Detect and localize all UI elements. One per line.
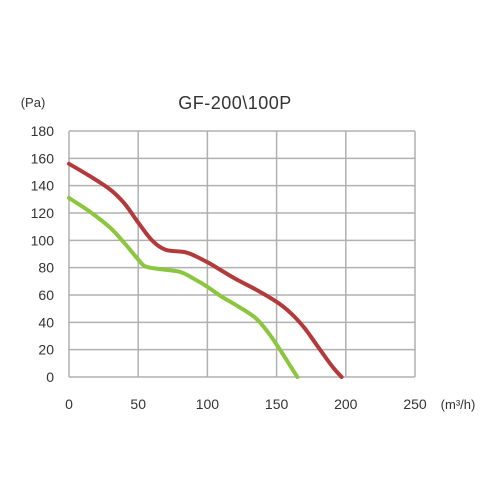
y-tick-label: 100 [31, 232, 55, 248]
plot-area: 0 20 40 60 80 100 120 140 160 180 0 50 100 150 200 250 [31, 123, 427, 412]
x-tick-label: 250 [403, 396, 427, 412]
y-tick-label: 120 [31, 205, 55, 221]
y-tick-label: 160 [31, 150, 55, 166]
y-tick-label: 60 [38, 287, 54, 303]
y-tick-label: 0 [46, 369, 54, 385]
x-tick-label: 150 [265, 396, 289, 412]
series-line-2 [67, 196, 300, 379]
x-tick-label: 200 [334, 396, 358, 412]
y-tick-label: 20 [38, 342, 54, 358]
plot-background [69, 131, 415, 377]
y-axis-label: (Pa) [21, 95, 46, 110]
chart-title: GF-200\100P [178, 93, 292, 113]
y-tick-label: 40 [38, 314, 54, 330]
x-tick-label: 100 [196, 396, 220, 412]
y-tick-label: 180 [31, 123, 55, 139]
series-line-1 [67, 161, 344, 379]
y-tick-label: 80 [38, 260, 54, 276]
x-tick-label: 50 [130, 396, 146, 412]
x-tick-label: 0 [65, 396, 73, 412]
x-axis-label: (m³/h) [441, 397, 476, 412]
y-tick-label: 140 [31, 178, 55, 194]
